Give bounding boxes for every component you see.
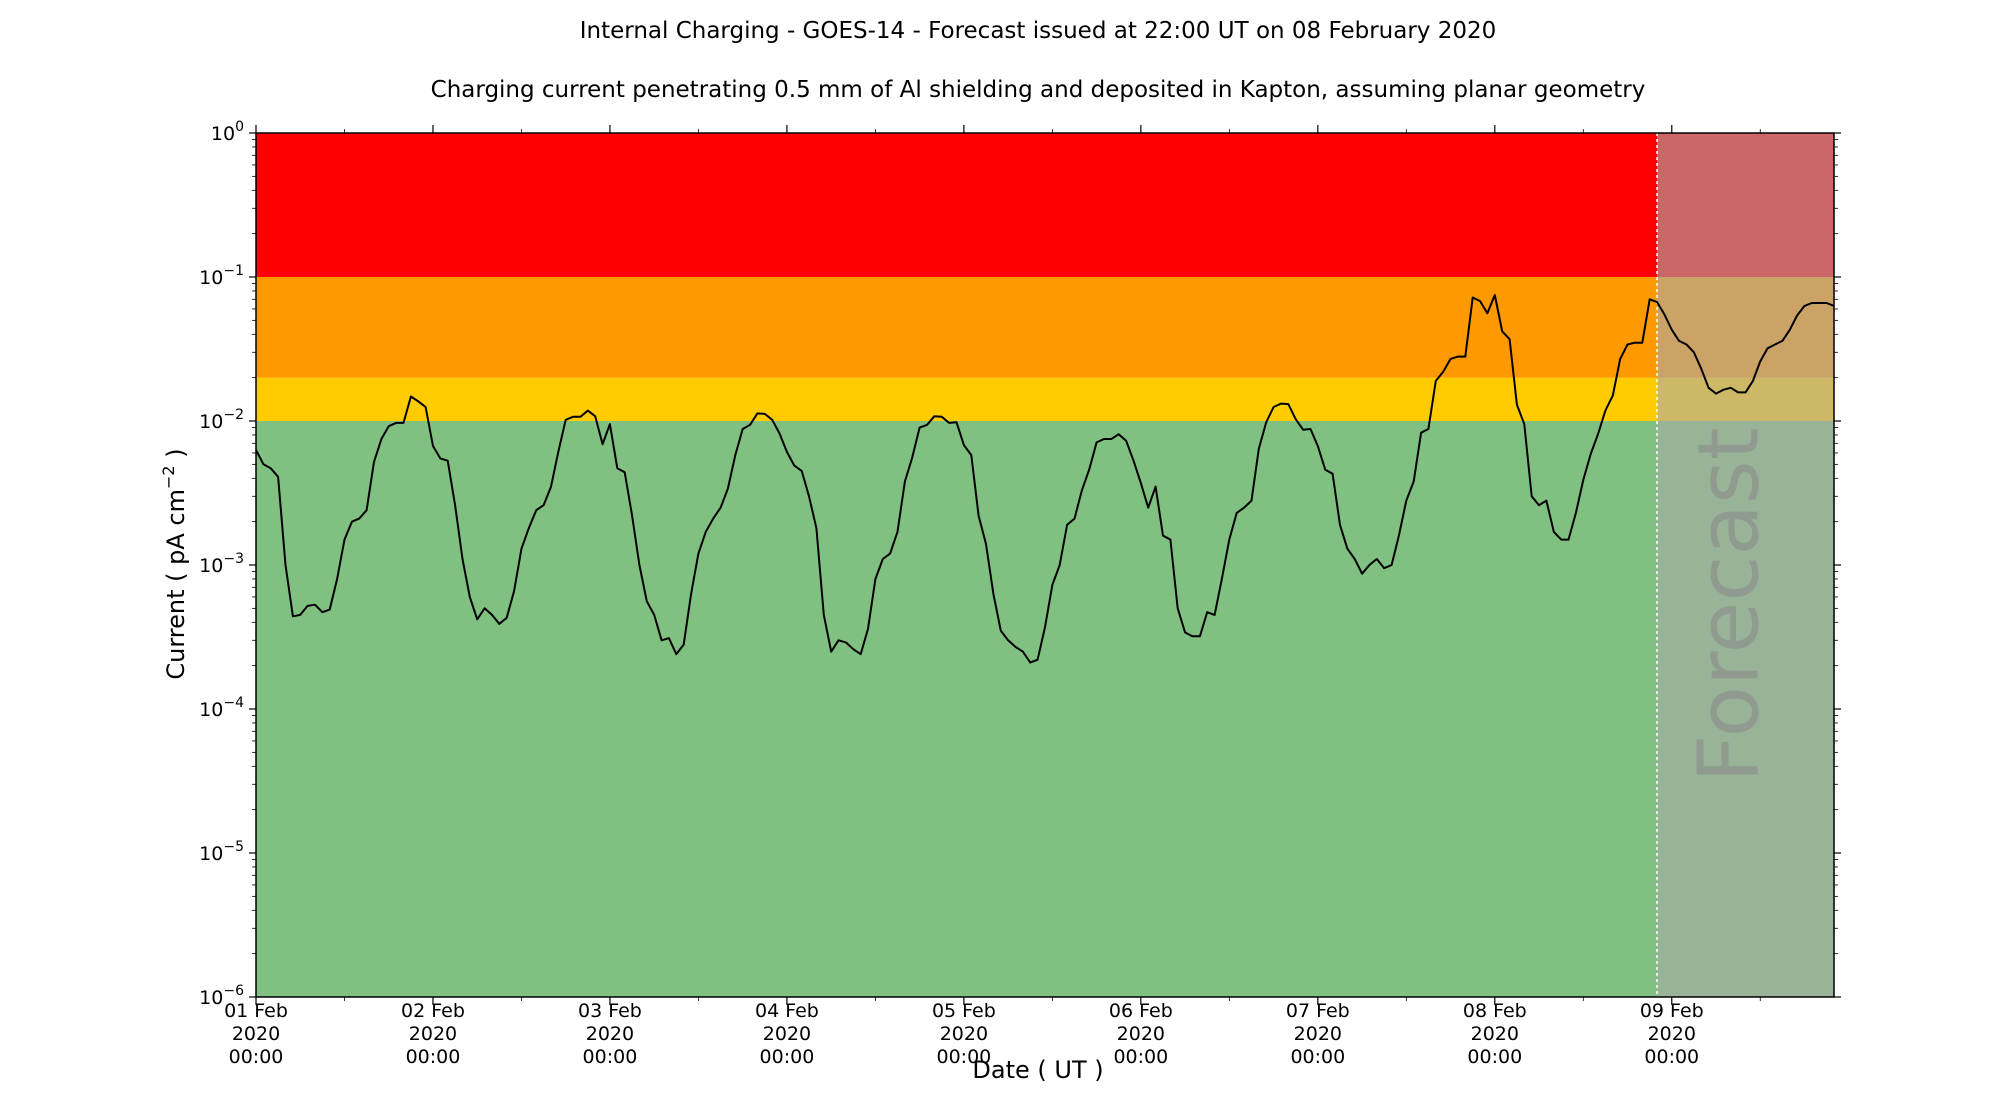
x-tick-label: 03 Feb [578, 1000, 642, 1022]
chart-title: Internal Charging - GOES-14 - Forecast i… [580, 18, 1497, 44]
x-tick-label: 00:00 [1113, 1046, 1168, 1068]
x-tick-label: 00:00 [583, 1046, 638, 1068]
y-tick-label: 10−6 [199, 983, 244, 1009]
x-tick-label: 2020 [409, 1023, 457, 1045]
x-tick-label: 02 Feb [401, 1000, 465, 1022]
x-axis-label: Date ( UT ) [972, 1056, 1103, 1084]
x-tick-label: 00:00 [1467, 1046, 1522, 1068]
x-tick-label: 2020 [586, 1023, 634, 1045]
x-tick-label: 00:00 [760, 1046, 815, 1068]
y-tick-label: 10−2 [199, 407, 244, 433]
y-axis-label: Current ( pA cm−2 ) [159, 448, 190, 679]
y-tick-label: 100 [211, 119, 244, 145]
y-tick-label: 10−5 [199, 839, 244, 865]
y-tick-label: 10−3 [199, 551, 244, 577]
y-tick-label: 10−1 [199, 263, 244, 289]
x-tick-label: 2020 [232, 1023, 280, 1045]
threshold-band [256, 377, 1834, 421]
x-tick-label: 2020 [1648, 1023, 1696, 1045]
threshold-band [256, 133, 1834, 277]
x-tick-label: 00:00 [406, 1046, 461, 1068]
x-tick-label: 00:00 [937, 1046, 992, 1068]
plot-area: Forecast [255, 133, 1835, 997]
x-tick-label: 08 Feb [1463, 1000, 1527, 1022]
x-tick-label: 09 Feb [1640, 1000, 1704, 1022]
threshold-band [256, 277, 1834, 378]
x-tick-label: 07 Feb [1286, 1000, 1350, 1022]
x-tick-label: 04 Feb [755, 1000, 819, 1022]
forecast-label: Forecast [1680, 427, 1778, 782]
x-tick-label: 00:00 [1290, 1046, 1345, 1068]
x-tick-label: 00:00 [1644, 1046, 1699, 1068]
series-line [255, 294, 1835, 664]
x-tick-label: 05 Feb [932, 1000, 996, 1022]
x-tick-label: 2020 [1294, 1023, 1342, 1045]
x-tick-label: 2020 [763, 1023, 811, 1045]
threshold-band [256, 421, 1834, 997]
chart-subtitle: Charging current penetrating 0.5 mm of A… [431, 77, 1646, 103]
x-tick-label: 06 Feb [1109, 1000, 1173, 1022]
x-tick-label: 2020 [940, 1023, 988, 1045]
forecast-overlay [1657, 133, 1834, 997]
x-tick-label: 2020 [1471, 1023, 1519, 1045]
x-tick-label: 00:00 [229, 1046, 284, 1068]
x-tick-label: 2020 [1117, 1023, 1165, 1045]
y-tick-label: 10−4 [199, 695, 244, 721]
x-tick-label: 01 Feb [224, 1000, 288, 1022]
